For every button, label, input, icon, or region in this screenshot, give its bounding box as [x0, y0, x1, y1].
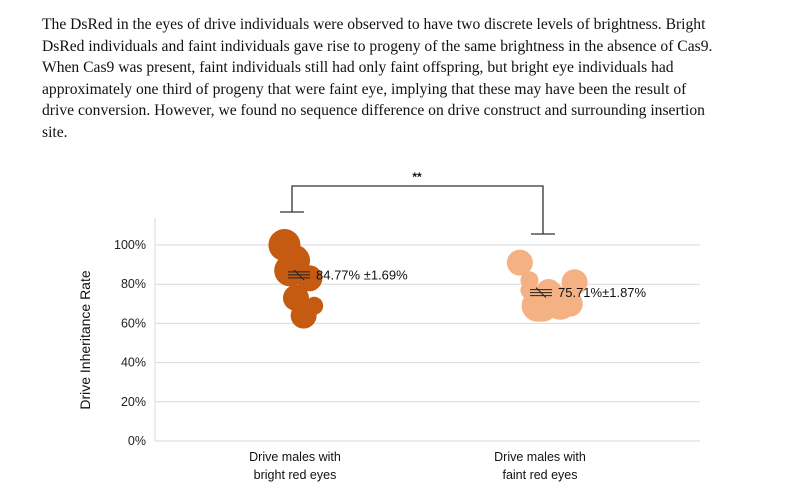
significance-bracket — [280, 185, 555, 235]
mean-label: 84.77% ±1.69% — [316, 267, 408, 282]
y-tick-label: 40% — [121, 356, 146, 370]
mean-markers: 84.77% ±1.69% 75.71%±1.87% — [288, 267, 647, 300]
category-labels: Drive males with bright red eyes Drive mal… — [249, 450, 586, 482]
y-tick-label: 0% — [128, 434, 146, 448]
y-tick-label: 60% — [121, 316, 146, 330]
paragraph-line: DsRed individuals and faint individuals … — [42, 37, 713, 55]
y-axis-label: Drive Inheritance Rate — [77, 270, 93, 410]
mean-marker — [530, 287, 552, 298]
mean-label: 75.71%±1.87% — [558, 285, 647, 300]
paragraph-line: site. — [42, 123, 68, 141]
y-tick-labels: 0% 20% 40% 60% 80% 100% — [114, 238, 146, 448]
paragraph-line: When Cas9 was present, faint individuals… — [42, 59, 674, 76]
category-label: Drive males with — [494, 450, 586, 464]
y-tick-label: 20% — [121, 395, 146, 409]
category-label: faint red eyes — [502, 468, 577, 482]
data-point — [556, 290, 583, 317]
significance-label: ** — [412, 170, 422, 184]
grid-lines — [154, 218, 700, 442]
paragraph-line: approximately one third of progeny that … — [42, 80, 687, 98]
data-point — [290, 302, 317, 329]
data-point — [536, 298, 555, 317]
category-label: bright red eyes — [254, 468, 337, 482]
bracket-line — [291, 185, 544, 234]
mean-marker — [288, 269, 310, 281]
y-tick-label: 100% — [114, 238, 146, 252]
data-point — [561, 269, 588, 296]
description-paragraph: The DsRed in the eyes of drive individua… — [42, 14, 758, 143]
data-point — [506, 249, 533, 276]
y-tick-label: 80% — [121, 277, 146, 291]
paragraph-line: The DsRed in the eyes of drive individua… — [42, 16, 706, 33]
paragraph-line: drive conversion. However, we found no s… — [42, 102, 705, 119]
category-label: Drive males with — [249, 450, 341, 464]
